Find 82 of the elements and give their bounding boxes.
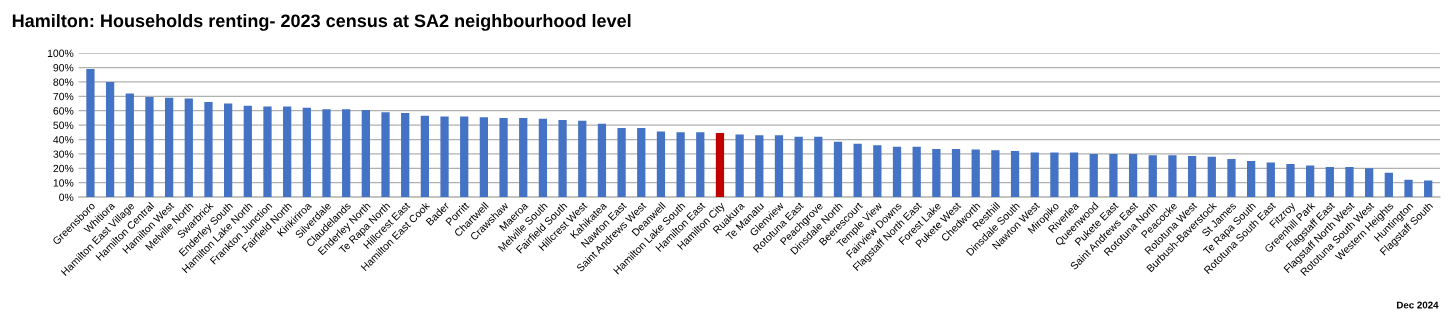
y-tick-label: 20% (53, 164, 74, 173)
bar (814, 136, 823, 198)
bar (873, 145, 882, 198)
y-tick-label: 30% (53, 150, 74, 158)
bar (1306, 165, 1315, 198)
bar (1148, 155, 1157, 198)
bar (853, 143, 862, 198)
bar (578, 120, 587, 198)
bar (322, 109, 331, 198)
y-tick-label: 100% (47, 49, 74, 57)
bar (735, 134, 744, 198)
bar (833, 141, 843, 198)
bar (951, 148, 961, 198)
bar (243, 105, 252, 198)
bar (1227, 158, 1236, 198)
bar (105, 81, 115, 198)
bar (86, 68, 95, 198)
bar (1246, 161, 1256, 198)
bar (1286, 164, 1295, 198)
bar (676, 132, 685, 198)
bar (283, 106, 292, 198)
bar (1089, 153, 1098, 198)
bar (1010, 151, 1020, 198)
bar (1050, 152, 1059, 198)
bar (1365, 168, 1374, 198)
bar (401, 112, 410, 198)
bar (637, 128, 646, 198)
bar (892, 146, 902, 198)
y-tick-label: 0% (59, 193, 74, 201)
y-tick-label: 70% (53, 92, 74, 101)
bar (1345, 166, 1354, 198)
y-tick-label: 60% (53, 107, 74, 115)
bar (1187, 156, 1197, 198)
bar (1109, 153, 1118, 198)
bar (1404, 179, 1413, 198)
bar (794, 136, 803, 198)
bar (715, 133, 725, 198)
y-tick-label: 80% (53, 78, 74, 86)
bar (204, 102, 213, 198)
bar (1128, 153, 1138, 198)
bar (263, 106, 272, 198)
bar (145, 97, 154, 198)
bar (1424, 180, 1433, 198)
bar (755, 135, 764, 198)
bar (932, 148, 941, 198)
bar (184, 98, 193, 198)
bar (1325, 166, 1334, 198)
bar (617, 128, 626, 198)
bar (656, 131, 666, 198)
bar (558, 120, 567, 198)
bar (1266, 162, 1275, 198)
bar (440, 116, 449, 198)
bar (1168, 155, 1177, 198)
bar (479, 117, 489, 198)
bar (342, 109, 351, 198)
bar (224, 103, 233, 198)
bar (1384, 172, 1393, 198)
bar (460, 116, 469, 198)
bar (420, 115, 429, 198)
bar (538, 118, 548, 198)
bar (1030, 152, 1039, 198)
y-tick-label: 10% (53, 179, 74, 187)
chart-title: Hamilton: Households renting- 2023 census at SA2 neighbourhood level (12, 13, 631, 31)
bar (125, 93, 134, 198)
bar (381, 112, 390, 198)
bar (302, 107, 311, 198)
y-tick-label: 90% (53, 64, 74, 72)
bar (696, 132, 705, 198)
bar (991, 150, 1000, 198)
bar (774, 135, 784, 198)
text: Dec 2024 (1397, 301, 1439, 309)
bar (912, 146, 921, 198)
bar (361, 110, 370, 198)
bar (597, 123, 607, 198)
y-tick-label: 40% (53, 136, 74, 144)
bar (164, 97, 174, 198)
bar (519, 117, 528, 198)
bar (1069, 152, 1079, 198)
bar (971, 149, 980, 198)
y-tick-label: 50% (53, 121, 74, 129)
bar (499, 117, 508, 198)
bar (1207, 156, 1216, 198)
